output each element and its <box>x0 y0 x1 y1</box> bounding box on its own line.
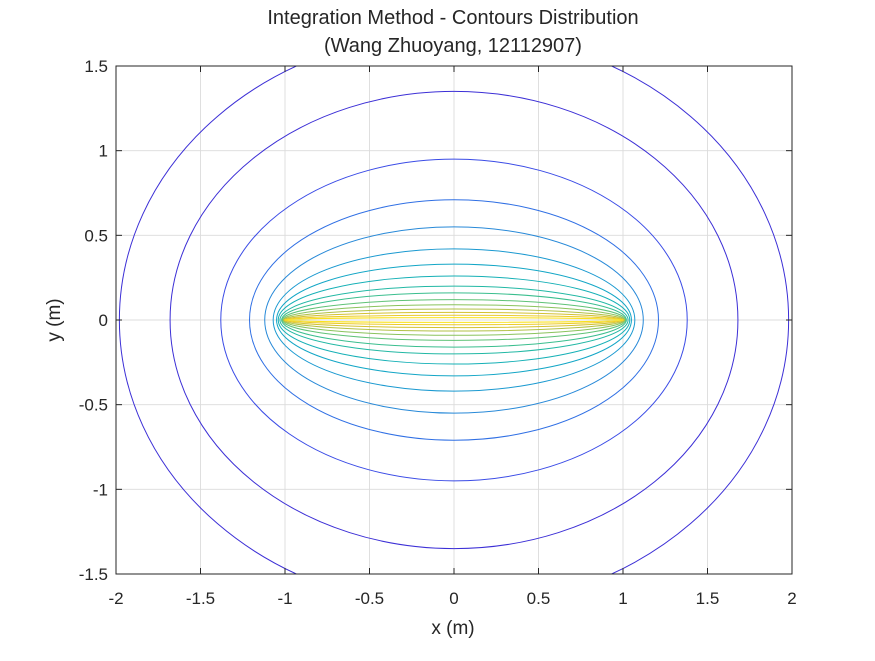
y-tick-label: 1.5 <box>84 57 108 76</box>
x-tick-label: -2 <box>108 589 123 608</box>
contour-line-2 <box>169 90 739 550</box>
y-axis-label: y (m) <box>44 298 65 341</box>
contour-line-9 <box>279 285 629 355</box>
x-tick-label: -1.5 <box>186 589 215 608</box>
contour-line-11 <box>281 299 627 341</box>
contour-line-4 <box>249 199 659 441</box>
contour-line-3 <box>220 158 688 482</box>
chart-title: Integration Method - Contours Distributi… <box>267 7 638 29</box>
x-tick-label: -0.5 <box>355 589 384 608</box>
contour-line-16 <box>284 317 624 323</box>
contour-line-6 <box>272 248 636 392</box>
x-tick-label: -1 <box>277 589 292 608</box>
x-axis-label: x (m) <box>431 618 474 639</box>
y-tick-label: 0 <box>99 311 108 330</box>
y-tick-label: -1.5 <box>79 565 108 584</box>
contour-line-5 <box>264 226 644 414</box>
x-tick-label: 2 <box>787 589 796 608</box>
y-tick-label: -1 <box>93 480 108 499</box>
axis-ticks: -2 -1.5 -1 -0.5 0 0.5 1 1.5 2-1.5-1-0.500.511.5 <box>79 57 797 608</box>
x-tick-label: 1 <box>618 589 627 608</box>
x-tick-label: 0 <box>449 589 458 608</box>
chart-subtitle: (Wang Zhuoyang, 12112907) <box>324 35 582 57</box>
contour-line-13 <box>283 308 625 332</box>
y-tick-label: 0.5 <box>84 226 108 245</box>
contour-line-7 <box>276 263 632 377</box>
contour-line-10 <box>281 292 627 348</box>
y-tick-label: -0.5 <box>79 396 108 415</box>
y-tick-label: 1 <box>99 142 108 161</box>
grid-lines <box>115 65 793 575</box>
x-tick-label: 0.5 <box>527 589 551 608</box>
contour-line-8 <box>277 275 631 365</box>
x-tick-label: 1.5 <box>696 589 720 608</box>
